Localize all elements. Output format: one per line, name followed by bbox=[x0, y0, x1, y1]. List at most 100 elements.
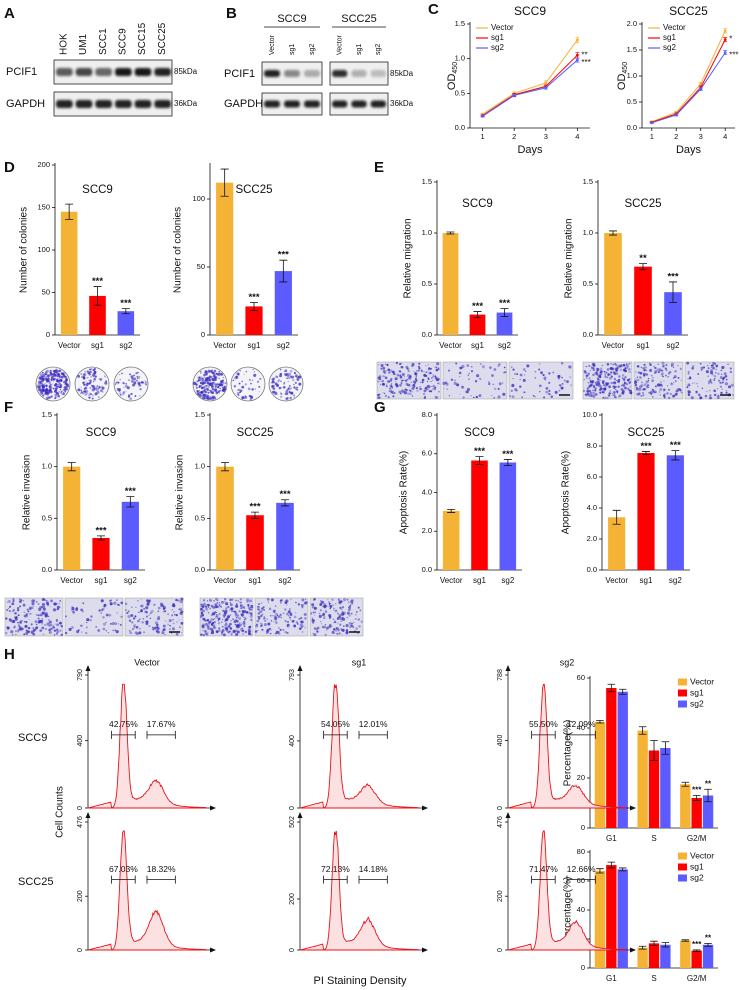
stain-dot bbox=[212, 618, 215, 621]
stain-dot bbox=[59, 379, 63, 383]
stain-dot bbox=[382, 370, 386, 374]
stain-dot bbox=[221, 621, 223, 623]
stain-dot bbox=[294, 381, 297, 385]
y-tick-label: 8.0 bbox=[422, 410, 432, 419]
stain-dot bbox=[642, 394, 645, 397]
stain-dot bbox=[395, 361, 399, 365]
stain-dot bbox=[617, 379, 621, 382]
stain-dot bbox=[198, 385, 201, 388]
stain-dot bbox=[146, 602, 150, 606]
stain-dot bbox=[432, 379, 434, 381]
stain-dot bbox=[49, 623, 53, 626]
stain-dot bbox=[48, 396, 50, 399]
error-bar bbox=[475, 456, 484, 465]
stain-dot bbox=[419, 386, 421, 388]
y-tick-label: 0.0 bbox=[42, 565, 52, 574]
bar bbox=[680, 784, 691, 828]
stain-dot bbox=[599, 379, 601, 382]
stain-dot bbox=[429, 372, 432, 375]
stain-dot bbox=[180, 621, 184, 625]
stain-dot bbox=[145, 620, 149, 623]
x-tick-label: sg1 bbox=[640, 576, 653, 585]
stain-dot bbox=[522, 378, 526, 382]
stain-dot bbox=[686, 361, 690, 365]
stain-dot bbox=[214, 597, 218, 601]
legend-swatch bbox=[678, 689, 687, 697]
stain-dot bbox=[247, 606, 251, 610]
error-bar bbox=[500, 308, 509, 318]
gate-label: 54.05% bbox=[321, 719, 350, 729]
legend-swatch bbox=[678, 852, 687, 860]
stain-dot bbox=[481, 365, 485, 369]
stain-dot bbox=[410, 381, 413, 383]
stain-dot bbox=[289, 616, 291, 619]
stain-dot bbox=[583, 389, 585, 392]
stain-dot bbox=[47, 615, 50, 618]
stain-dot bbox=[399, 377, 402, 379]
stain-dot bbox=[218, 370, 220, 373]
stain-dot bbox=[347, 608, 351, 612]
stain-dot bbox=[295, 386, 298, 389]
stain-dot bbox=[432, 384, 435, 387]
stain-dot bbox=[403, 391, 408, 395]
significance: *** bbox=[472, 301, 483, 312]
stain-dot bbox=[207, 391, 210, 394]
stain-dot bbox=[717, 364, 719, 366]
stain-dot bbox=[474, 380, 478, 383]
stain-dot bbox=[48, 628, 51, 632]
stain-dot bbox=[512, 378, 514, 380]
stain-dot bbox=[201, 396, 205, 400]
stain-dot bbox=[588, 364, 591, 368]
y-tick-label: 0 bbox=[497, 806, 504, 810]
lane-label: sg2 bbox=[375, 44, 382, 55]
x-tick-label: S bbox=[651, 834, 656, 843]
stain-dot bbox=[430, 380, 432, 383]
stain-dot bbox=[661, 375, 664, 378]
stain-dot bbox=[590, 366, 593, 370]
lane-label: Vector bbox=[337, 34, 344, 55]
stain-dot bbox=[60, 633, 64, 637]
stain-dot bbox=[144, 621, 147, 623]
stain-dot bbox=[465, 390, 468, 394]
stain-dot bbox=[271, 629, 273, 631]
legend-label: sg2 bbox=[690, 698, 704, 708]
stain-dot bbox=[239, 598, 242, 601]
stain-dot bbox=[387, 396, 390, 399]
stain-dot bbox=[456, 383, 460, 387]
stain-dot bbox=[118, 373, 121, 376]
stain-dot bbox=[237, 393, 240, 396]
chart-title: SCC9 bbox=[462, 198, 493, 210]
stain-dot bbox=[42, 394, 45, 397]
stain-dot bbox=[588, 378, 590, 380]
x-tick-label: Vector bbox=[213, 341, 236, 350]
stain-dot bbox=[42, 388, 46, 392]
stain-dot bbox=[602, 390, 605, 394]
stain-dot bbox=[318, 612, 321, 615]
stain-dot bbox=[717, 394, 720, 397]
stain-dot bbox=[661, 385, 664, 387]
stain-dot bbox=[274, 617, 278, 621]
stain-dot bbox=[251, 379, 254, 381]
stain-dot bbox=[225, 607, 228, 610]
stain-dot bbox=[601, 364, 604, 367]
stain-dot bbox=[122, 393, 125, 396]
stain-dot bbox=[240, 389, 243, 392]
stain-dot bbox=[29, 606, 33, 610]
significance: ** bbox=[705, 779, 712, 788]
significance: *** bbox=[499, 298, 510, 309]
stain-dot bbox=[603, 370, 606, 373]
stain-dot bbox=[26, 615, 28, 618]
stain-dot bbox=[51, 625, 53, 627]
stain-dot bbox=[25, 620, 28, 624]
stain-dot bbox=[250, 382, 252, 385]
y-tick-label: 502 bbox=[289, 816, 296, 828]
stain-dot bbox=[720, 369, 723, 371]
stain-dot bbox=[601, 380, 605, 383]
stain-dot bbox=[204, 630, 207, 633]
stain-dot bbox=[37, 383, 40, 385]
stain-dot bbox=[290, 375, 295, 379]
stain-dot bbox=[41, 622, 43, 625]
stain-dot bbox=[687, 383, 691, 387]
stain-dot bbox=[552, 371, 555, 374]
stain-dot bbox=[603, 387, 607, 391]
